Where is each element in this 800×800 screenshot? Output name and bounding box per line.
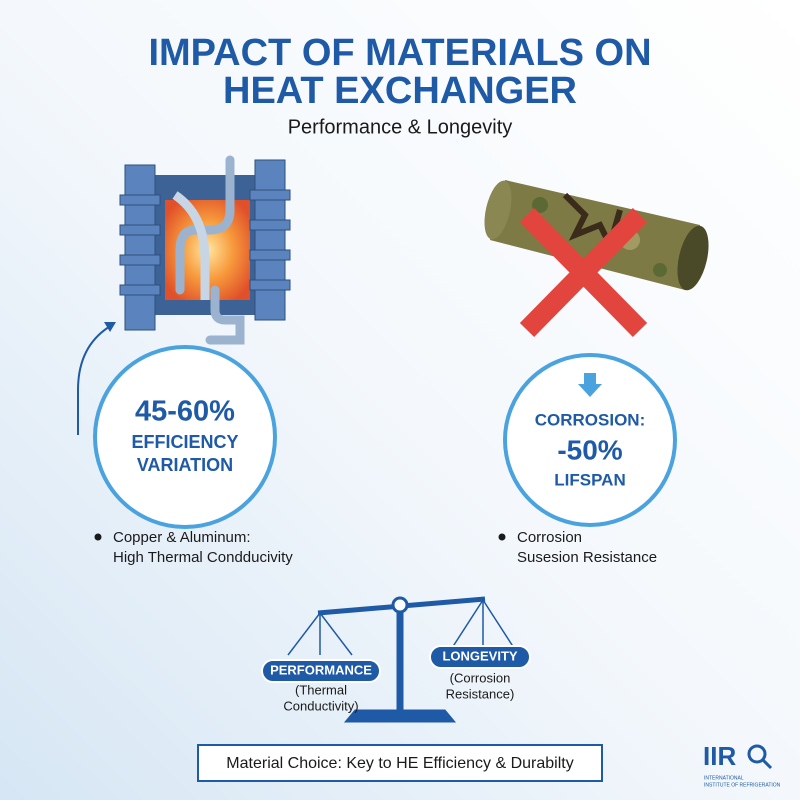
arrow-head: [104, 322, 116, 332]
bullet-text: Copper & Aluminum:: [113, 529, 251, 546]
arrow: [77, 324, 113, 435]
tag: [429, 645, 531, 669]
tag-note: Conductivity): [283, 698, 358, 713]
tag-note: (Thermal: [295, 682, 347, 697]
title-line: IMPACT OF MATERIALS ON: [148, 32, 651, 74]
logo-icon: [747, 744, 767, 764]
tag: [261, 659, 381, 683]
tag-text: LONGEVITY: [442, 648, 517, 663]
bullet: [498, 533, 506, 541]
subtitle: Performance & Longevity: [288, 116, 513, 138]
bullet-text: Corrosion: [517, 529, 582, 546]
bullet: [94, 533, 102, 541]
tag-text: PERFORMANCE: [270, 662, 372, 677]
stat-circle: [93, 345, 277, 529]
logo-text: INSTITUTE OF REFRIGERATION: [704, 782, 781, 788]
down-arrow: [578, 373, 602, 397]
stat-text: EFFICIENCY: [131, 432, 238, 452]
stat-text: LIFSPAN: [554, 470, 625, 489]
bullet-text: High Thermal Condducivity: [113, 549, 293, 566]
stat-text: CORROSION:: [535, 410, 646, 429]
stat-circle: [503, 353, 677, 527]
balance-scale: [287, 596, 515, 723]
stat-text: VARIATION: [137, 455, 233, 475]
corroded-pipe-icon: [484, 180, 709, 338]
logo-text: INTERNATIONAL: [704, 775, 744, 781]
bullet-text: Susesion Resistance: [517, 549, 657, 566]
footer-text: Material Choice: Key to HE Efficiency & …: [226, 755, 573, 772]
stat-value: -50%: [557, 434, 622, 465]
logo-icon: [761, 758, 773, 770]
logo-mark: IIR: [703, 741, 736, 771]
heat-exchanger-icon: [119, 155, 291, 345]
stat-value: 45-60%: [135, 396, 235, 428]
tag-note: (Corrosion: [450, 670, 511, 685]
title-line: HEAT EXCHANGER: [223, 70, 577, 112]
tag-note: Resistance): [446, 686, 515, 701]
footer-box: [197, 744, 603, 782]
